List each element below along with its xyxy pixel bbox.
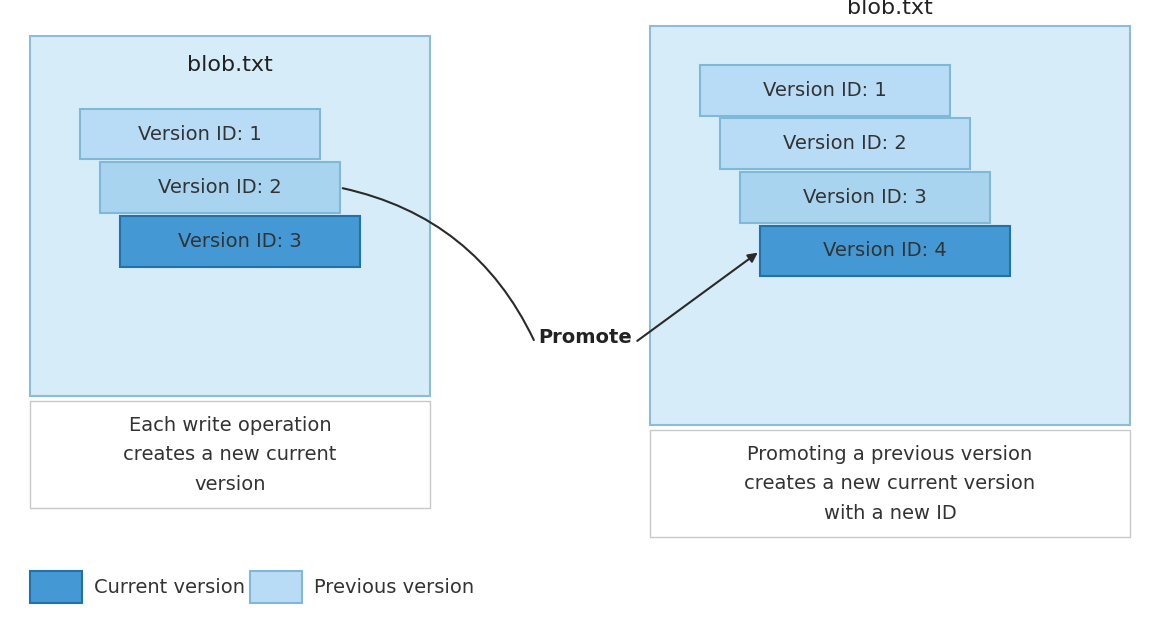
Text: Previous version: Previous version	[314, 578, 474, 597]
Text: Version ID: 2: Version ID: 2	[783, 134, 906, 153]
Bar	[250, 571, 302, 603]
Text: Version ID: 2: Version ID: 2	[158, 178, 282, 197]
Text: Promote: Promote	[539, 328, 632, 347]
Bar	[759, 225, 1010, 276]
Text: Each write operation
creates a new current
version: Each write operation creates a new curre…	[124, 416, 336, 494]
Text: Version ID: 1: Version ID: 1	[138, 124, 262, 144]
Text: Version ID: 3: Version ID: 3	[178, 232, 302, 251]
Bar	[101, 162, 340, 213]
Text: Current version: Current version	[94, 578, 245, 597]
Bar	[650, 430, 1131, 538]
Bar	[650, 26, 1131, 425]
Text: Version ID: 4: Version ID: 4	[823, 241, 947, 261]
Text: Promoting a previous version
creates a new current version
with a new ID: Promoting a previous version creates a n…	[744, 445, 1036, 522]
Text: blob.txt: blob.txt	[187, 55, 273, 75]
Bar	[701, 65, 950, 116]
Bar	[80, 109, 320, 160]
Bar	[30, 36, 430, 396]
Bar	[720, 119, 970, 169]
Text: blob.txt: blob.txt	[847, 0, 933, 18]
Bar	[120, 216, 360, 266]
Text: Version ID: 1: Version ID: 1	[763, 81, 887, 100]
Bar	[30, 401, 430, 508]
Bar	[30, 571, 82, 603]
Text: Version ID: 3: Version ID: 3	[803, 188, 927, 207]
Bar	[740, 172, 990, 223]
